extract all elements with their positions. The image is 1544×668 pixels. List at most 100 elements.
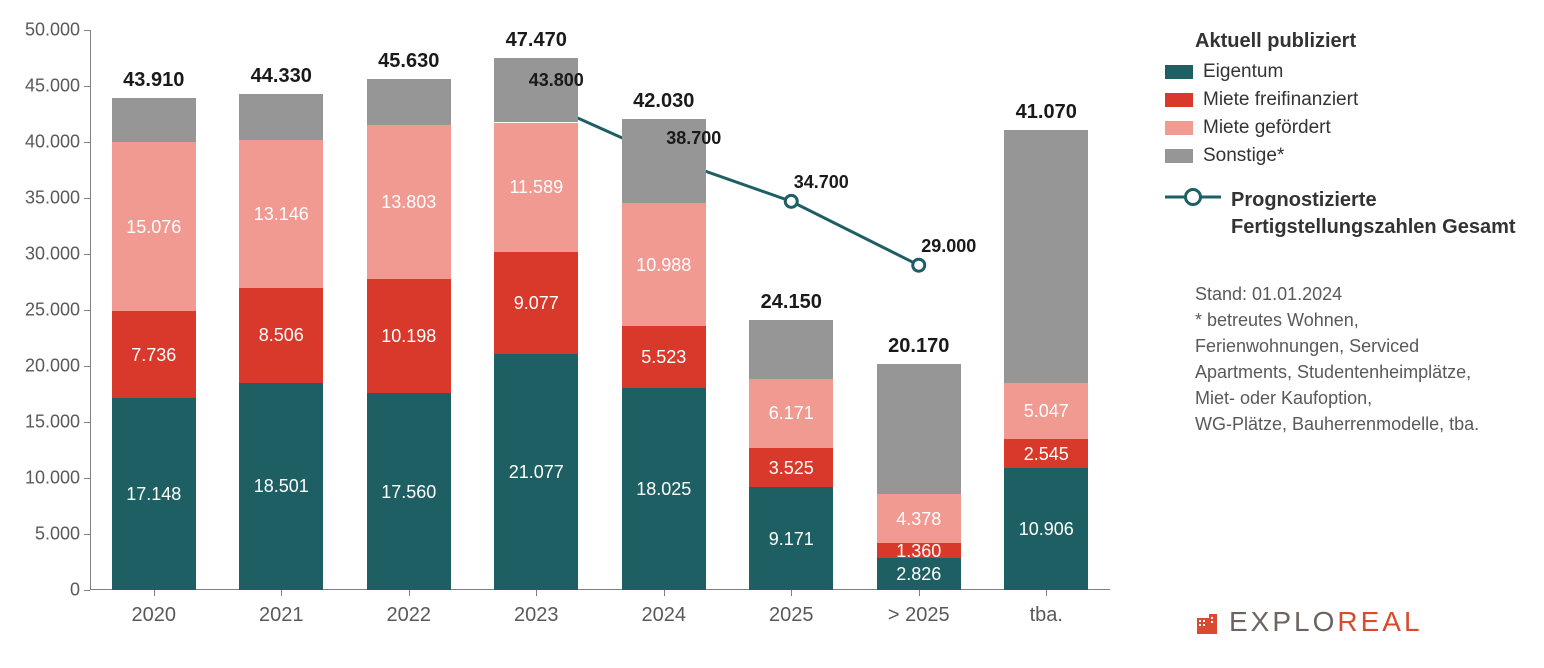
footnote-block: Stand: 01.01.2024 * betreutes Wohnen, Fe…	[1195, 281, 1525, 438]
bar-total-label: 47.470	[494, 29, 578, 52]
segment-value-label: 21.077	[494, 462, 578, 483]
y-tick-label: 40.000	[0, 132, 80, 153]
legend-title: Aktuell publiziert	[1195, 30, 1525, 53]
segment-value-label: 18.025	[622, 479, 706, 500]
segment-value-label: 11.589	[494, 177, 578, 198]
bar-group: 2.8261.360 4.378 20.170	[877, 30, 961, 590]
bar-total-label: 41.070	[1004, 101, 1088, 124]
y-tick-mark	[84, 30, 90, 31]
line-point-label: 29.000	[921, 236, 976, 257]
y-tick-mark	[84, 534, 90, 535]
footnote-line: Stand: 01.01.2024	[1195, 281, 1525, 307]
y-tick-mark	[84, 310, 90, 311]
y-tick-label: 35.000	[0, 188, 80, 209]
y-tick-label: 45.000	[0, 76, 80, 97]
legend-label: Eigentum	[1203, 61, 1283, 83]
legend-item-miete_frei: Miete freifinanziert	[1165, 89, 1525, 111]
brand-logo: EXPLOREAL	[1195, 606, 1423, 638]
y-tick-label: 5.000	[0, 524, 80, 545]
y-tick-label: 20.000	[0, 356, 80, 377]
segment-value-label: 13.146	[239, 204, 323, 225]
x-category-label: tba.	[994, 590, 1098, 627]
legend-sidebar: Aktuell publiziert Eigentum Miete freifin…	[1165, 30, 1525, 438]
chart-container: 0 5.000 10.000 15.000 20.000 25.000 30.000 35.0…	[0, 0, 1544, 668]
bar-group: 9.171 3.525 6.171 24.150	[749, 30, 833, 590]
bar-segment-sonstige	[112, 98, 196, 142]
line-point-label: 43.800	[529, 70, 584, 91]
bar-segment-sonstige	[877, 364, 961, 494]
segment-value-label: 5.047	[1004, 401, 1088, 422]
legend-item-eigentum: Eigentum	[1165, 61, 1525, 83]
y-tick-mark	[84, 254, 90, 255]
bar-total-label: 42.030	[622, 90, 706, 113]
brand-text-2: REAL	[1337, 606, 1422, 638]
x-category-label: 2024	[612, 590, 716, 627]
segment-value-label: 13.803	[367, 192, 451, 213]
y-tick-label: 15.000	[0, 412, 80, 433]
y-tick-mark	[84, 422, 90, 423]
x-category-label: 2020	[102, 590, 206, 627]
segment-value-label: 1.360	[877, 541, 961, 562]
y-tick-mark	[84, 142, 90, 143]
y-tick-mark	[84, 366, 90, 367]
y-tick-label: 50.000	[0, 20, 80, 41]
segment-value-label: 4.378	[877, 509, 961, 530]
segment-value-label: 9.077	[494, 293, 578, 314]
brand-text-1: EXPLO	[1229, 606, 1337, 638]
legend-item-miete_gefoerdert: Miete gefördert	[1165, 117, 1525, 139]
segment-value-label: 17.148	[112, 484, 196, 505]
bar-total-label: 20.170	[877, 335, 961, 358]
segment-value-label: 7.736	[112, 345, 196, 366]
legend-item-sonstige: Sonstige*	[1165, 145, 1525, 167]
line-point-label: 38.700	[666, 127, 721, 148]
y-tick-mark	[84, 590, 90, 591]
y-tick-label: 25.000	[0, 300, 80, 321]
plot-area: 05.00010.00015.00020.00025.00030.00035.0…	[90, 30, 1110, 590]
footnote-line: WG-Plätze, Bauherrenmodelle, tba.	[1195, 411, 1525, 437]
line-point-label: 34.700	[794, 172, 849, 193]
bar-group: 10.9062.5455.04741.070	[1004, 30, 1088, 590]
segment-value-label: 8.506	[239, 325, 323, 346]
footnote-line: Miet- oder Kaufoption,	[1195, 385, 1525, 411]
segment-value-label: 3.525	[749, 458, 833, 479]
segment-value-label: 15.076	[112, 217, 196, 238]
y-axis-line	[90, 30, 91, 590]
legend-label: Miete gefördert	[1203, 117, 1331, 139]
bar-group: 18.501 8.506 13.146 44.330	[239, 30, 323, 590]
segment-value-label: 10.198	[367, 326, 451, 347]
segment-value-label: 18.501	[239, 476, 323, 497]
y-tick-label: 0	[0, 580, 80, 601]
segment-value-label: 10.988	[622, 255, 706, 276]
bar-total-label: 45.630	[367, 50, 451, 73]
y-tick-mark	[84, 478, 90, 479]
y-tick-mark	[84, 86, 90, 87]
segment-value-label: 6.171	[749, 403, 833, 424]
legend-line-label: Prognostizierte Fertigstellungszahlen Ge…	[1231, 187, 1525, 241]
bar-segment-sonstige	[749, 320, 833, 379]
segment-value-label: 17.560	[367, 482, 451, 503]
segment-value-label: 9.171	[749, 529, 833, 550]
bar-total-label: 24.150	[749, 291, 833, 314]
footnote-line: * betreutes Wohnen,	[1195, 307, 1525, 333]
x-category-label: 2021	[229, 590, 333, 627]
y-tick-label: 30.000	[0, 244, 80, 265]
bar-segment-sonstige	[239, 94, 323, 141]
bar-segment-sonstige	[1004, 130, 1088, 383]
x-category-label: > 2025	[867, 590, 971, 627]
segment-value-label: 2.826	[877, 564, 961, 585]
building-icon	[1195, 610, 1219, 634]
legend-swatch	[1165, 93, 1193, 107]
x-category-label: 2023	[484, 590, 588, 627]
bar-total-label: 43.910	[112, 69, 196, 92]
legend-label: Miete freifinanziert	[1203, 89, 1358, 111]
bar-group: 18.0255.52310.98842.030	[622, 30, 706, 590]
legend-swatch	[1165, 65, 1193, 79]
footnote-line: Ferienwohnungen, Serviced	[1195, 333, 1525, 359]
segment-value-label: 10.906	[1004, 519, 1088, 540]
bar-total-label: 44.330	[239, 65, 323, 88]
y-tick-label: 10.000	[0, 468, 80, 489]
y-tick-mark	[84, 198, 90, 199]
legend-swatch	[1165, 149, 1193, 163]
legend-series-list: Eigentum Miete freifinanziert Miete geförd…	[1165, 61, 1525, 167]
footnote-line: Apartments, Studentenheimplätze,	[1195, 359, 1525, 385]
